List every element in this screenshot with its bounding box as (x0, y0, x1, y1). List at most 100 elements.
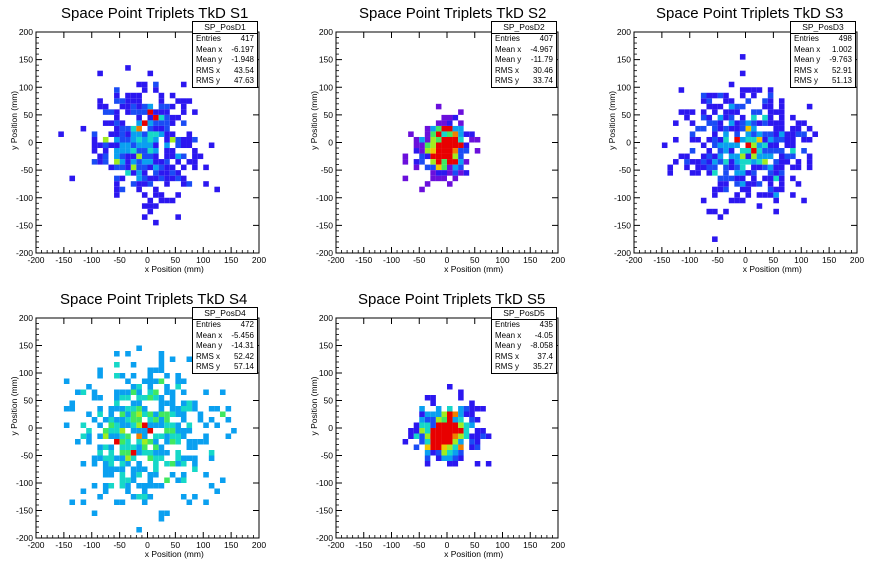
heatmap-cell (153, 148, 159, 154)
heatmap-cell (186, 159, 193, 165)
heatmap-cell (441, 428, 447, 434)
heatmap-cell (158, 170, 165, 176)
heatmap-cell (452, 433, 459, 439)
x-tick-label: -100 (383, 255, 400, 265)
heatmap-cell (447, 428, 453, 434)
heatmap-cell (751, 87, 757, 93)
heatmap-cell (806, 136, 813, 143)
heatmap-cell (402, 439, 409, 445)
heatmap-cell (458, 153, 464, 160)
heatmap-cell (80, 461, 87, 467)
heatmap-cell (114, 125, 120, 132)
heatmap-cell (424, 461, 431, 467)
heatmap-cell (458, 406, 464, 412)
heatmap-cell (435, 417, 442, 423)
heatmap-cell (141, 411, 148, 417)
heatmap-cell (158, 98, 165, 104)
y-axis-label: y Position (mm) (9, 376, 19, 435)
heatmap-cell (728, 81, 735, 88)
stats-row: Mean y -14.31 (193, 341, 257, 352)
heatmap-cell (147, 477, 154, 483)
y-tick-label: 0 (28, 138, 33, 148)
heatmap-cell (463, 131, 470, 137)
heatmap-cell (125, 103, 131, 110)
heatmap-cell (723, 114, 729, 121)
x-tick-label: 150 (224, 540, 238, 550)
heatmap-cell (153, 389, 159, 395)
heatmap-cell (684, 153, 690, 160)
heatmap-cell (767, 192, 774, 198)
heatmap-cell (485, 433, 492, 439)
y-tick-label: 200 (319, 27, 333, 37)
heatmap-cell (463, 411, 470, 417)
heatmap-cell (463, 433, 470, 439)
heatmap-cell (80, 488, 87, 494)
heatmap-cell (712, 125, 718, 132)
heatmap-cell (114, 142, 120, 149)
heatmap-cell (419, 439, 425, 445)
heatmap-cell (795, 125, 802, 132)
heatmap-cell (452, 444, 459, 450)
heatmap-cell (723, 148, 729, 154)
heatmap-cell (97, 70, 103, 77)
heatmap-cell (136, 422, 142, 428)
heatmap-cell (734, 109, 740, 115)
heatmap-cell (767, 136, 774, 143)
heatmap-cell (108, 417, 115, 423)
heatmap-cell (114, 98, 120, 104)
heatmap-cell (119, 422, 126, 428)
heatmap-cell (458, 433, 464, 439)
y-tick-label: -100 (16, 478, 33, 488)
heatmap-cell (97, 159, 103, 165)
heatmap-cell (164, 477, 170, 483)
heatmap-cell (673, 136, 679, 143)
heatmap-cell (164, 159, 170, 165)
heatmap-cell (164, 428, 170, 434)
y-tick-label: 0 (28, 423, 33, 433)
heatmap-cell (175, 373, 181, 379)
heatmap-cell (75, 439, 81, 445)
heatmap-cell (739, 87, 746, 93)
heatmap-cell (125, 378, 131, 384)
heatmap-cell (419, 428, 425, 434)
heatmap-cell (485, 461, 492, 467)
heatmap-cell (734, 197, 740, 204)
heatmap-cell (441, 120, 447, 126)
x-tick-label: 50 (171, 540, 181, 550)
heatmap-cell (97, 444, 103, 450)
heatmap-cell (203, 433, 209, 439)
heatmap-cell (141, 395, 148, 401)
heatmap-cell (745, 148, 752, 154)
stats-row: Mean y -8.058 (492, 341, 556, 352)
heatmap-cell (192, 109, 198, 115)
heatmap-cell (751, 153, 757, 160)
heatmap-cell (130, 455, 137, 461)
heatmap-cell (424, 181, 431, 187)
heatmap-cell (114, 422, 120, 428)
heatmap-cell (706, 136, 713, 143)
heatmap-cell (91, 136, 98, 143)
heatmap-cell (728, 125, 735, 132)
heatmap-cell (424, 450, 431, 456)
heatmap-cell (225, 417, 232, 423)
heatmap-cell (728, 175, 735, 182)
heatmap-cell (114, 466, 120, 472)
heatmap-cell (684, 164, 690, 171)
y-tick-label: -50 (321, 165, 334, 175)
heatmap-cell (153, 367, 159, 373)
stats-value: 498 (838, 34, 852, 43)
heatmap-cell (153, 378, 159, 384)
heatmap-cell (806, 125, 813, 132)
heatmap-cell (175, 422, 181, 428)
heatmap-cell (119, 142, 126, 149)
heatmap-cell (136, 131, 142, 137)
x-tick-label: 150 (523, 255, 537, 265)
heatmap-cell (175, 461, 181, 467)
heatmap-cell (447, 159, 453, 165)
heatmap-cell (806, 159, 813, 165)
heatmap-cell (136, 186, 142, 193)
heatmap-cell (447, 422, 453, 428)
heatmap-cell (700, 98, 707, 104)
heatmap-cell (225, 406, 232, 412)
